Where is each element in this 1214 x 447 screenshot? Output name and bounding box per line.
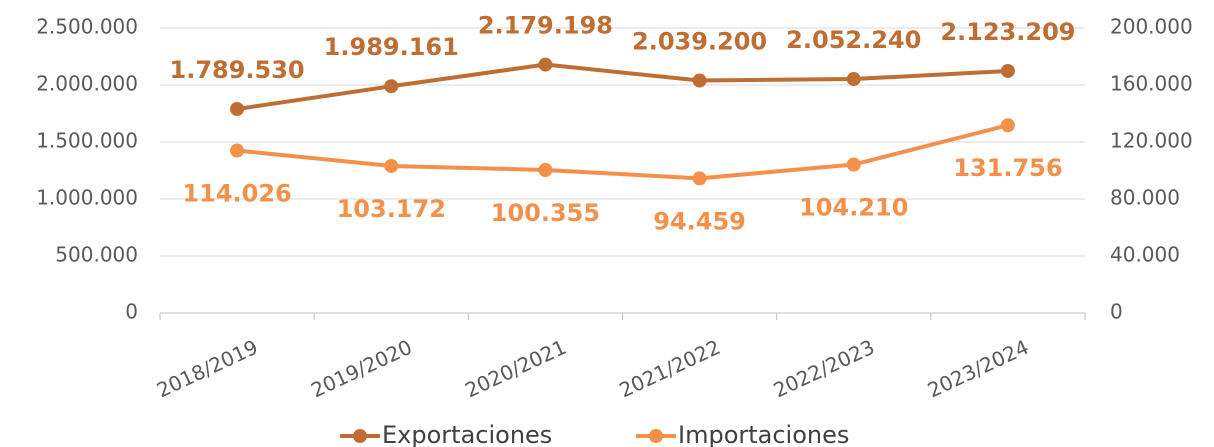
data-label: 100.355 [491,199,600,227]
legend-label: Importaciones [678,421,849,447]
x-tick-label: 2019/2020 [307,335,416,403]
y-tick-label: 1.000.000 [36,186,138,210]
data-label: 94.459 [653,207,746,235]
x-tick-label: 2023/2024 [924,335,1033,403]
y2-tick-label: 40.000 [1110,243,1180,267]
data-label: 104.210 [799,194,908,222]
data-label: 2.123.209 [940,18,1075,46]
y2-tick-label: 120.000 [1110,129,1193,153]
y2-tick-label: 200.000 [1110,15,1193,39]
data-label: 114.026 [182,180,291,208]
point [230,101,245,116]
point [692,73,707,88]
point [384,79,399,94]
point [538,162,553,177]
x-tick-label: 2022/2023 [770,335,879,403]
legend-marker [353,429,367,443]
y-tick-label: 0 [125,300,138,324]
point [846,72,861,87]
y-tick-label: 2.500.000 [36,15,138,39]
x-tick-label: 2021/2022 [616,335,725,403]
data-label: 103.172 [337,195,446,223]
data-label: 2.052.240 [786,26,921,54]
data-label: 1.789.530 [170,56,305,84]
data-label: 131.756 [953,154,1062,182]
point [692,171,707,186]
y2-tick-label: 160.000 [1110,72,1193,96]
series-line [236,62,1009,111]
data-label: 1.989.161 [324,33,459,61]
point [1000,118,1015,133]
x-tick-label: 2020/2021 [461,335,570,403]
series-line [236,123,1009,181]
data-label: 2.179.198 [478,12,613,40]
point [846,157,861,172]
data-label: 2.039.200 [632,28,767,56]
point [1000,63,1015,78]
y-tick-label: 500.000 [55,243,138,267]
legend-label: Exportaciones [382,421,552,447]
point [384,158,399,173]
y-tick-label: 1.500.000 [36,129,138,153]
point [230,143,245,158]
x-tick-label: 2018/2019 [153,335,262,403]
y-tick-label: 2.000.000 [36,72,138,96]
point [538,57,553,72]
y2-tick-label: 80.000 [1110,186,1180,210]
legend-marker [649,429,663,443]
y2-tick-label: 0 [1110,300,1123,324]
